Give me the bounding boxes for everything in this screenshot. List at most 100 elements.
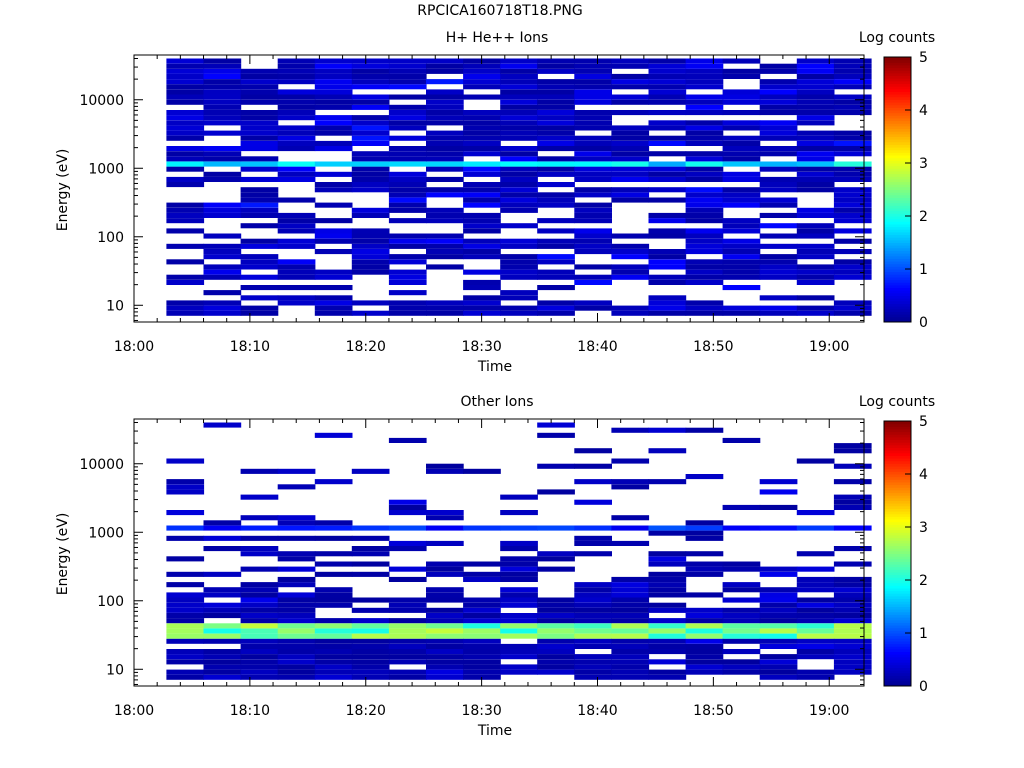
heatmap-cell [685, 140, 724, 146]
colorbar-swatch [884, 184, 911, 188]
heatmap-cell [574, 110, 612, 116]
heatmap-cell [463, 182, 501, 188]
heatmap-cell [203, 146, 242, 152]
heatmap-cell [351, 99, 390, 105]
heatmap-cell [314, 638, 353, 644]
heatmap-cell [463, 669, 501, 675]
colorbar-swatch [884, 463, 911, 467]
heatmap-cell [722, 597, 761, 603]
colorbar-swatch [884, 561, 911, 565]
heatmap-cell [611, 146, 650, 152]
heatmap-cell [240, 607, 279, 613]
heatmap-cell [722, 243, 761, 249]
heatmap-cell [722, 146, 761, 152]
colorbar-swatch [884, 213, 911, 217]
heatmap-cell [240, 156, 279, 162]
heatmap-cell [759, 99, 798, 105]
heatmap-cell [574, 305, 612, 311]
heatmap-cell [759, 274, 798, 280]
heatmap-cell [277, 115, 316, 121]
heatmap-cell [351, 125, 390, 131]
heatmap-cell [166, 279, 205, 285]
heatmap-cell [833, 161, 872, 167]
heatmap-cell [611, 94, 650, 100]
colorbar-swatch [884, 471, 911, 475]
y-axis-label: Energy (eV) [55, 513, 71, 596]
heatmap-cell [537, 566, 575, 572]
colorbar-swatch [884, 680, 911, 684]
heatmap-cell [463, 618, 501, 624]
heatmap-cell [537, 156, 575, 162]
colorbar-swatch [884, 94, 911, 98]
colorbar-swatch [884, 144, 911, 148]
heatmap-cell [833, 99, 872, 105]
colorbar-swatch [884, 160, 911, 164]
heatmap-cell [685, 474, 724, 480]
heatmap-cell [463, 664, 501, 670]
heatmap-cell [500, 243, 538, 249]
heatmap-cell [500, 171, 538, 177]
heatmap-cell [611, 628, 650, 634]
heatmap-cell [537, 135, 575, 141]
heatmap-cell [685, 310, 724, 316]
heatmap-cell [240, 659, 279, 665]
heatmap-cell [833, 151, 872, 157]
heatmap-cell [574, 597, 612, 603]
colorbar-swatch [884, 287, 911, 291]
colorbar-swatch [884, 292, 911, 296]
heatmap-cell [500, 197, 538, 203]
colorbar-swatch [884, 548, 911, 552]
heatmap-cell [722, 618, 761, 624]
heatmap-cell [611, 576, 650, 582]
heatmap-cell [648, 643, 687, 649]
heatmap-cell [277, 130, 316, 136]
colorbar-swatch [884, 110, 911, 114]
heatmap-cell [648, 110, 687, 116]
heatmap-cell [388, 643, 427, 649]
heatmap-cell [388, 628, 427, 634]
heatmap-cell [500, 664, 538, 670]
heatmap-cell [574, 535, 612, 541]
heatmap-cell [166, 146, 205, 152]
heatmap-cell [351, 597, 390, 603]
heatmap-cell [314, 161, 353, 167]
heatmap-cell [426, 166, 464, 172]
heatmap-cell [611, 638, 650, 644]
heatmap-cell [314, 618, 353, 624]
heatmap-cell [463, 228, 501, 234]
colorbar-swatch [884, 545, 911, 549]
heatmap-cell [240, 125, 279, 131]
heatmap-cell [388, 233, 427, 239]
heatmap-cell [833, 84, 872, 90]
heatmap-cell [314, 432, 353, 438]
heatmap-cell [166, 613, 205, 619]
heatmap-cell [203, 130, 242, 136]
heatmap-cell [759, 254, 798, 260]
heatmap-cell [722, 285, 761, 291]
heatmap-cell [685, 633, 724, 639]
x-tick-label: 18:50 [693, 703, 733, 719]
heatmap-cell [537, 556, 575, 562]
heatmap-cell [759, 243, 798, 249]
heatmap-cell [574, 551, 612, 557]
colorbar-swatch [884, 186, 911, 190]
heatmap-cell [759, 233, 798, 239]
heatmap-cell [759, 269, 798, 275]
heatmap-cell [648, 259, 687, 265]
heatmap-cell [685, 218, 724, 224]
heatmap-cell [277, 218, 316, 224]
heatmap-cell [203, 104, 242, 110]
heatmap-cell [388, 269, 427, 275]
heatmap-cell [240, 305, 279, 311]
colorbar-swatch [884, 173, 911, 177]
heatmap-cell [240, 310, 279, 316]
heatmap-cell [463, 73, 501, 79]
heatmap-cell [203, 94, 242, 100]
colorbar-swatch [884, 57, 911, 61]
heatmap-cell [500, 89, 538, 95]
colorbar-swatch [884, 519, 911, 523]
heatmap-cell [796, 295, 835, 301]
heatmap-cell [796, 510, 835, 516]
heatmap-cell [166, 602, 205, 608]
colorbar-swatch [884, 500, 911, 504]
